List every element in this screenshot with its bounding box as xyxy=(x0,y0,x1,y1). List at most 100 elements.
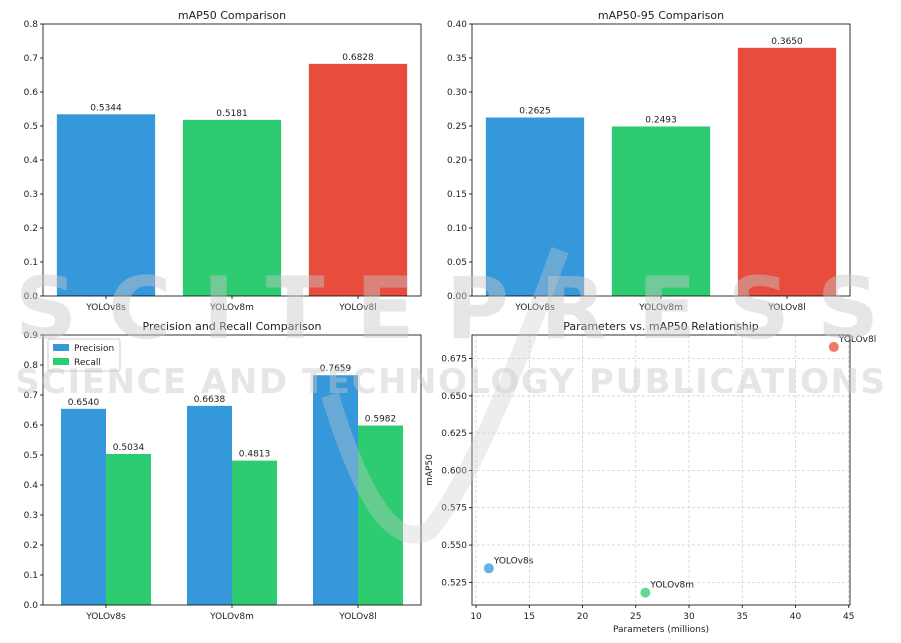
bar-value-label: 0.5034 xyxy=(113,443,145,453)
y-tick-label: 0.40 xyxy=(447,20,467,30)
watermark-logo-text: SCITEPRESS xyxy=(15,259,885,359)
x-tick-label: YOLOv8s xyxy=(85,612,126,622)
y-tick-label: 0.15 xyxy=(447,190,467,200)
y-tick-label: 0.4 xyxy=(24,156,39,166)
x-tick-label: YOLOv8m xyxy=(209,612,254,622)
y-tick-label: 0.35 xyxy=(447,54,467,64)
y-tick-label: 0.675 xyxy=(441,355,467,365)
y-tick-label: 0.8 xyxy=(24,361,39,371)
y-tick-label: 0.4 xyxy=(24,481,39,491)
bar-YOLOv8l xyxy=(308,63,408,297)
x-tick-label: 40 xyxy=(790,612,802,622)
legend-label: Precision xyxy=(74,344,114,354)
legend-label: Recall xyxy=(74,358,101,368)
y-tick-label: 0.0 xyxy=(24,292,39,302)
bar-value-label: 0.6540 xyxy=(68,398,100,408)
subplot-4: Parameters vs. mAP50 Relationship 0.525 0.… xyxy=(425,320,876,635)
point-YOLOv8s xyxy=(483,563,494,574)
y-tick-label: 0.10 xyxy=(447,224,467,234)
x-tick-label: 25 xyxy=(630,612,641,622)
point-YOLOv8l xyxy=(828,341,839,352)
legend-swatch xyxy=(53,344,69,351)
watermark-subtitle: SCIENCE AND TECHNOLOGY PUBLICATIONS xyxy=(15,362,885,402)
x-tick-label: 45 xyxy=(843,612,854,622)
y-tick-label: 0.30 xyxy=(447,88,467,98)
bar-recall-YOLOv8s xyxy=(106,453,151,605)
axes-frame xyxy=(42,334,422,606)
axes-frame xyxy=(471,334,851,606)
x-tick-label: 20 xyxy=(577,612,589,622)
chart-title: mAP50 Comparison xyxy=(178,9,286,22)
x-tick-label: YOLOv8m xyxy=(209,303,254,313)
point-YOLOv8m xyxy=(640,587,651,598)
y-tick-label: 0.575 xyxy=(441,504,467,514)
bar-YOLOv8m xyxy=(611,126,711,296)
bar-value-label: 0.2625 xyxy=(519,107,551,117)
bar-recall-YOLOv8m xyxy=(232,460,277,605)
chart-title: Parameters vs. mAP50 Relationship xyxy=(563,320,759,333)
bar-value-label: 0.2493 xyxy=(645,115,677,125)
y-tick-label: 0.550 xyxy=(441,541,467,551)
y-tick-label: 0.6 xyxy=(24,421,39,431)
point-label: YOLOv8m xyxy=(649,581,694,591)
y-tick-label: 0.7 xyxy=(24,54,38,64)
bar-YOLOv8s xyxy=(56,114,156,296)
x-tick-label: YOLOv8l xyxy=(767,303,805,313)
bar-recall-YOLOv8l xyxy=(358,425,403,605)
axes-frame xyxy=(471,23,851,297)
y-tick-label: 0.5 xyxy=(24,451,38,461)
bar-YOLOv8m xyxy=(182,119,282,296)
x-tick-label: YOLOv8s xyxy=(514,303,555,313)
y-tick-label: 0.2 xyxy=(24,224,38,234)
y-tick-label: 0.9 xyxy=(24,331,39,341)
y-tick-label: 0.00 xyxy=(447,292,467,302)
y-tick-label: 0.6 xyxy=(24,88,39,98)
y-tick-label: 0.525 xyxy=(441,578,467,588)
subplot-2: mAP50-95 Comparison 0.00 0.05 0.10 0.15 0.20 0… xyxy=(447,9,851,313)
chart-title: Precision and Recall Comparison xyxy=(143,320,322,333)
y-tick-label: 0.5 xyxy=(24,122,38,132)
x-tick-label: YOLOv8s xyxy=(85,303,126,313)
legend-swatch xyxy=(53,358,69,365)
y-tick-label: 0.1 xyxy=(24,571,38,581)
x-tick-label: YOLOv8l xyxy=(338,612,376,622)
x-tick-label: 15 xyxy=(524,612,535,622)
bar-value-label: 0.5181 xyxy=(216,109,248,119)
y-axis-label: mAP50 xyxy=(425,454,435,486)
point-label: YOLOv8l xyxy=(838,335,876,345)
subplot-1: mAP50 Comparison 0.0 0.1 0.2 0.3 0.4 0.5 0.6 0.7… xyxy=(24,9,422,313)
bar-value-label: 0.7659 xyxy=(320,364,352,374)
y-tick-label: 0.05 xyxy=(447,258,467,268)
bar-precision-YOLOv8m xyxy=(187,405,232,605)
bar-YOLOv8s xyxy=(485,117,585,296)
x-tick-label: 30 xyxy=(683,612,695,622)
subplot-3: Precision and Recall Comparison 0.0 0.1 0.2… xyxy=(24,320,422,622)
y-tick-label: 0.1 xyxy=(24,258,38,268)
legend: Precision Recall xyxy=(47,338,121,372)
bar-value-label: 0.5344 xyxy=(90,103,122,113)
bar-value-label: 0.5982 xyxy=(365,415,397,425)
x-tick-label: 35 xyxy=(737,612,748,622)
y-tick-label: 0.8 xyxy=(24,20,39,30)
y-tick-label: 0.0 xyxy=(24,601,39,611)
bar-value-label: 0.3650 xyxy=(771,37,803,47)
point-label: YOLOv8s xyxy=(493,556,534,566)
y-tick-label: 0.20 xyxy=(447,156,467,166)
y-tick-label: 0.650 xyxy=(441,392,467,402)
bar-value-label: 0.4813 xyxy=(239,450,271,460)
y-tick-label: 0.625 xyxy=(441,429,467,439)
x-tick-label: 10 xyxy=(470,612,482,622)
y-tick-label: 0.25 xyxy=(447,122,467,132)
chart-title: mAP50-95 Comparison xyxy=(598,9,724,22)
watermark-swoosh xyxy=(321,246,569,544)
y-tick-label: 0.3 xyxy=(24,511,38,521)
bar-YOLOv8l xyxy=(737,47,837,296)
x-axis-label: Parameters (millions) xyxy=(613,625,709,635)
bar-value-label: 0.6638 xyxy=(194,395,226,405)
x-tick-label: YOLOv8l xyxy=(338,303,376,313)
y-tick-label: 0.600 xyxy=(441,466,467,476)
bar-precision-YOLOv8l xyxy=(313,375,358,605)
bar-value-label: 0.6828 xyxy=(342,53,374,63)
y-tick-label: 0.7 xyxy=(24,391,38,401)
